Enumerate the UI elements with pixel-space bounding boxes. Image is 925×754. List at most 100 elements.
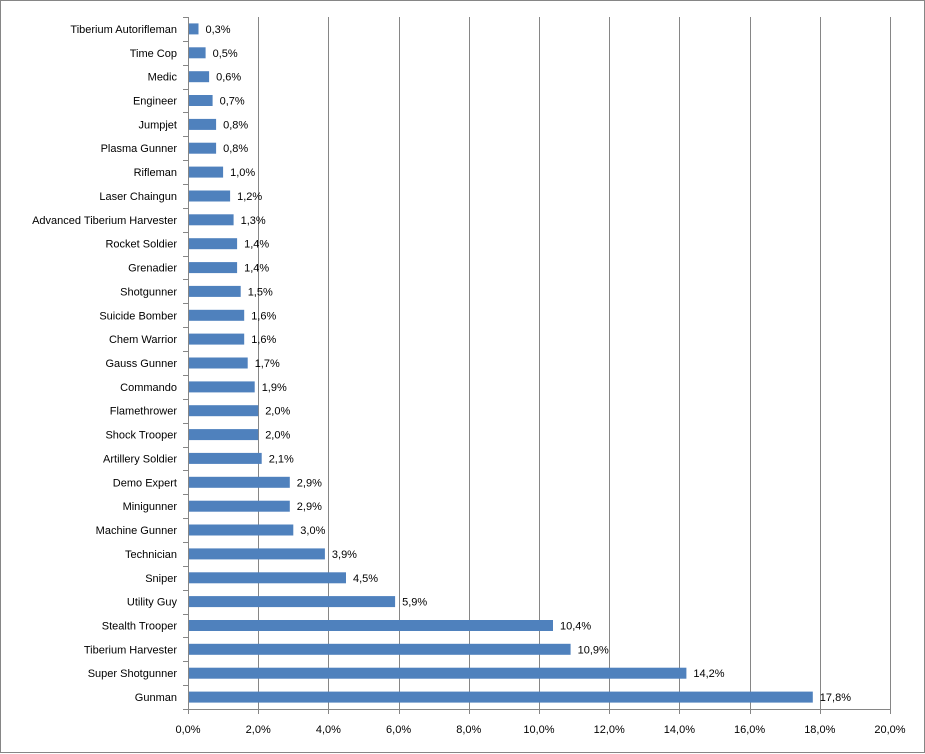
data-label: 1,9%	[262, 382, 287, 394]
data-label: 2,9%	[297, 477, 322, 489]
data-label: 3,0%	[300, 525, 325, 537]
category-label: Sniper	[145, 573, 177, 585]
data-label: 5,9%	[402, 597, 427, 609]
category-label: Advanced Tiberium Harvester	[32, 215, 177, 227]
category-label: Rifleman	[134, 167, 177, 179]
bar	[188, 524, 294, 536]
bar	[188, 667, 687, 679]
category-label: Tiberium Harvester	[84, 644, 177, 656]
x-tick-label: 20,0%	[874, 724, 905, 736]
x-tick-label: 6,0%	[386, 724, 411, 736]
bar	[188, 118, 217, 130]
bar	[188, 166, 224, 178]
category-label: Suicide Bomber	[99, 310, 177, 322]
bar	[188, 142, 217, 154]
bar	[188, 381, 255, 393]
bar	[188, 429, 259, 441]
bar	[188, 238, 238, 250]
bar	[188, 691, 813, 703]
data-label: 14,2%	[693, 668, 724, 680]
category-label: Technician	[125, 549, 177, 561]
category-label: Laser Chaingun	[99, 191, 177, 203]
data-label: 0,7%	[220, 96, 245, 108]
x-tick-label: 2,0%	[246, 724, 271, 736]
category-label: Demo Expert	[113, 477, 177, 489]
data-label: 4,5%	[353, 573, 378, 585]
data-label: 2,1%	[269, 453, 294, 465]
bar	[188, 572, 346, 584]
x-tick-label: 0,0%	[175, 724, 200, 736]
data-label: 0,8%	[223, 143, 248, 155]
category-label: Grenadier	[128, 263, 177, 275]
category-label: Shock Trooper	[105, 430, 177, 442]
data-label: 1,5%	[248, 286, 273, 298]
category-label: Stealth Trooper	[102, 621, 178, 633]
bar	[188, 47, 206, 59]
data-label: 17,8%	[820, 692, 851, 704]
data-label: 2,9%	[297, 501, 322, 513]
data-label: 0,8%	[223, 119, 248, 131]
bar	[188, 476, 290, 488]
bar	[188, 309, 245, 321]
bar	[188, 405, 259, 417]
data-label: 1,7%	[255, 358, 280, 370]
category-label: Commando	[120, 382, 177, 394]
category-label: Chem Warrior	[109, 334, 177, 346]
bar	[188, 285, 241, 297]
data-label: 0,3%	[206, 24, 231, 36]
category-label: Artillery Soldier	[103, 453, 177, 465]
category-label: Rocket Soldier	[105, 239, 177, 251]
data-label: 2,0%	[265, 430, 290, 442]
bar	[188, 643, 571, 655]
bar	[188, 500, 290, 512]
bar	[188, 452, 262, 464]
data-label: 3,9%	[332, 549, 357, 561]
bar	[188, 95, 213, 106]
category-label: Tiberium Autorifleman	[70, 24, 177, 36]
data-label: 0,5%	[213, 48, 238, 60]
data-label: 2,0%	[265, 406, 290, 418]
category-label: Utility Guy	[127, 597, 178, 609]
category-label: Machine Gunner	[96, 525, 178, 537]
x-tick-label: 18,0%	[804, 724, 835, 736]
bar	[188, 262, 238, 274]
data-label: 10,4%	[560, 621, 591, 633]
data-label: 1,4%	[244, 263, 269, 275]
category-label: Engineer	[133, 96, 177, 108]
x-tick-label: 14,0%	[664, 724, 695, 736]
data-label: 1,0%	[230, 167, 255, 179]
data-label: 0,6%	[216, 72, 241, 84]
x-tick-label: 12,0%	[594, 724, 625, 736]
category-label: Super Shotgunner	[88, 668, 178, 680]
data-label: 1,3%	[241, 215, 266, 227]
bar	[188, 620, 553, 631]
x-tick-label: 10,0%	[523, 724, 554, 736]
bar	[188, 190, 231, 202]
bar	[188, 333, 245, 345]
category-label: Plasma Gunner	[101, 143, 178, 155]
category-label: Medic	[148, 72, 178, 84]
data-label: 10,9%	[578, 644, 609, 656]
category-label: Minigunner	[123, 501, 178, 513]
bar	[188, 357, 248, 369]
category-label: Gunman	[135, 692, 177, 704]
x-tick-label: 8,0%	[456, 724, 481, 736]
x-tick-label: 4,0%	[316, 724, 341, 736]
bar	[188, 214, 234, 226]
bar	[188, 23, 199, 35]
bar	[188, 71, 210, 83]
category-label: Jumpjet	[138, 119, 177, 131]
bar	[188, 548, 325, 560]
x-tick-label: 16,0%	[734, 724, 765, 736]
data-label: 1,2%	[237, 191, 262, 203]
category-label: Gauss Gunner	[105, 358, 177, 370]
category-label: Time Cop	[130, 48, 177, 60]
category-label: Flamethrower	[110, 406, 178, 418]
bar	[188, 596, 396, 608]
data-label: 1,6%	[251, 334, 276, 346]
category-label: Shotgunner	[120, 286, 177, 298]
data-label: 1,6%	[251, 310, 276, 322]
data-label: 1,4%	[244, 239, 269, 251]
